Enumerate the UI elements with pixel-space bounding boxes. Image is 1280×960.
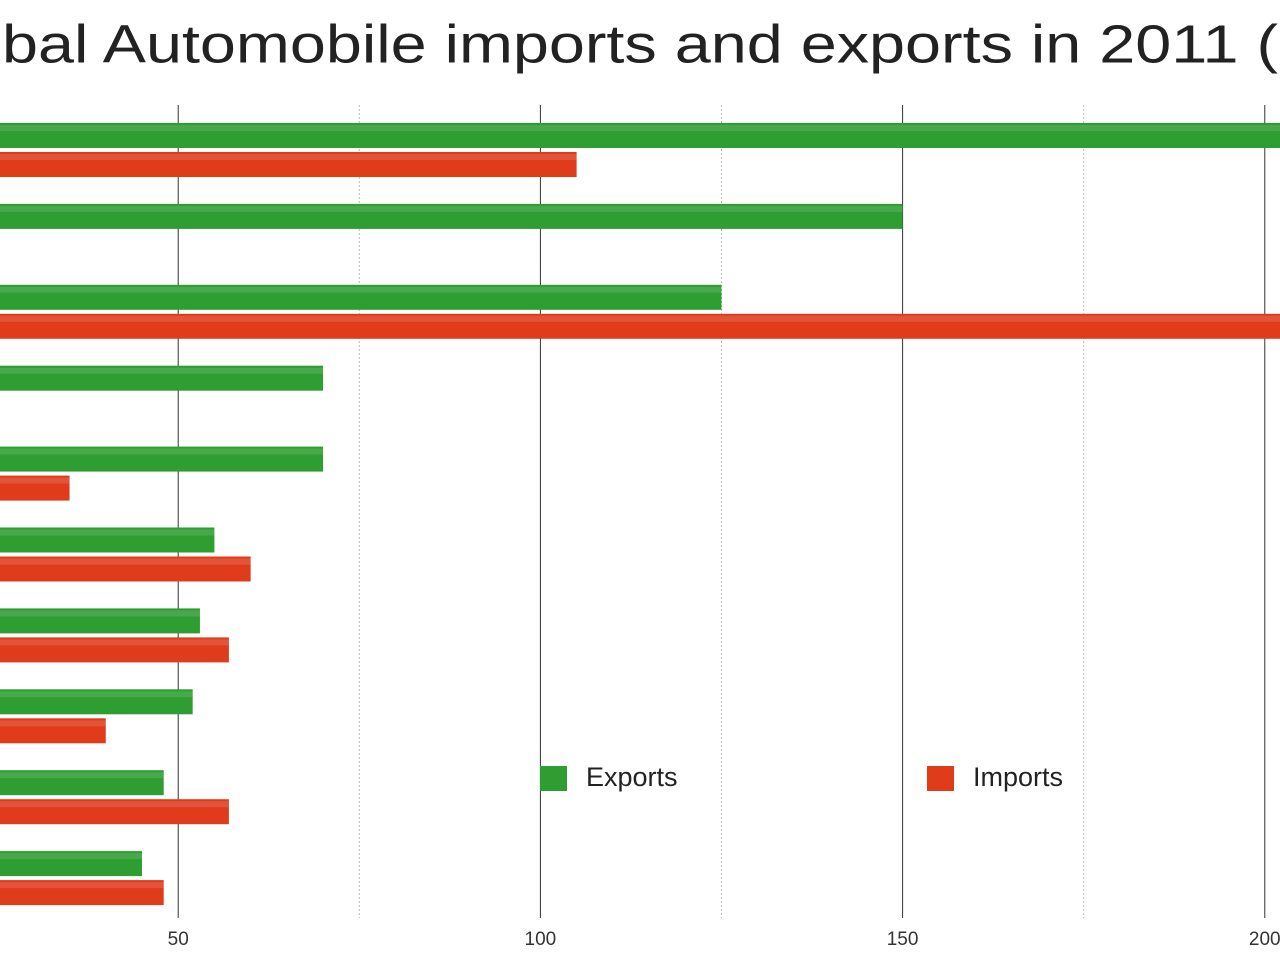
- bar-highlight: [0, 691, 193, 698]
- bar-highlight: [0, 205, 903, 212]
- x-tick-label: 50: [168, 929, 189, 950]
- bar: [0, 880, 164, 906]
- bar-highlight: [0, 610, 200, 617]
- bar-highlight: [0, 154, 577, 160]
- bar-highlight: [0, 367, 324, 374]
- x-tick-label: 150: [887, 929, 919, 950]
- bar: [0, 123, 1280, 148]
- legend-swatch: [540, 766, 567, 791]
- bar: [0, 608, 200, 634]
- bar: [0, 365, 324, 391]
- bar: [0, 152, 577, 177]
- bar-highlight: [0, 125, 1280, 131]
- bar: [0, 313, 1280, 339]
- bar: [0, 851, 142, 877]
- legend-swatch: [927, 766, 954, 791]
- bar-highlight: [0, 529, 215, 536]
- bar-highlight: [0, 772, 164, 779]
- bar-highlight: [0, 477, 70, 484]
- bar: [0, 689, 193, 715]
- bar-highlight: [0, 315, 1280, 322]
- bar: [0, 637, 229, 663]
- chart-title: bal Automobile imports and exports in 20…: [2, 14, 1278, 74]
- bar: [0, 527, 215, 553]
- x-tick-label: 200: [1249, 929, 1280, 950]
- bar: [0, 770, 164, 796]
- bar-highlight: [0, 720, 106, 727]
- bar-highlight: [0, 853, 142, 860]
- bar-highlight: [0, 448, 324, 455]
- bar: [0, 799, 229, 825]
- bar: [0, 446, 324, 472]
- bar-highlight: [0, 882, 164, 889]
- legend-label: Imports: [973, 762, 1063, 792]
- bar-highlight: [0, 286, 722, 293]
- x-tick-label: 100: [525, 929, 557, 950]
- bar: [0, 718, 106, 744]
- bar-highlight: [0, 801, 229, 808]
- bar-highlight: [0, 558, 251, 565]
- bar-highlight: [0, 639, 229, 646]
- bar: [0, 203, 903, 229]
- legend-label: Exports: [586, 762, 678, 792]
- bar: [0, 475, 70, 501]
- bar: [0, 284, 722, 310]
- bar: [0, 556, 251, 582]
